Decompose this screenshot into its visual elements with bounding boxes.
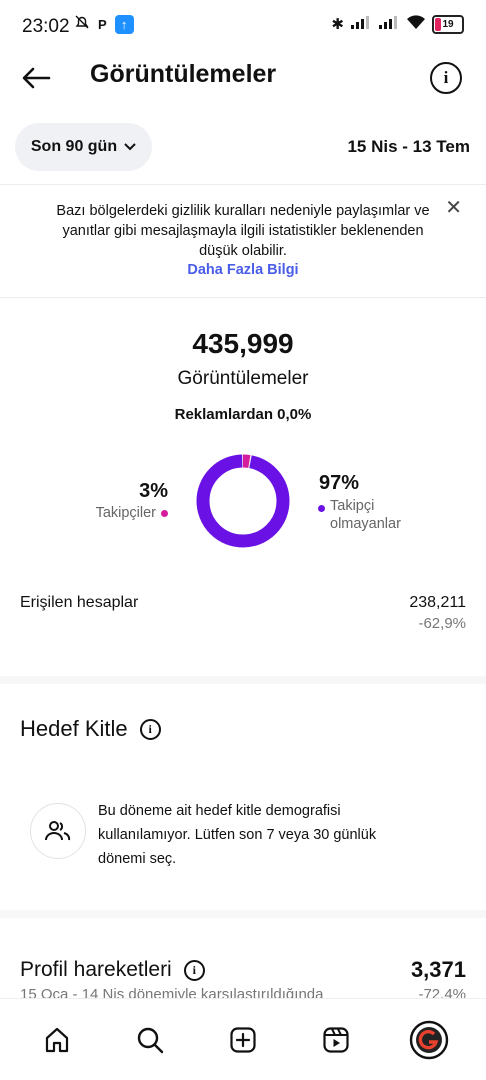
battery-text: 19 <box>442 18 454 30</box>
nav-reels[interactable] <box>312 1016 360 1064</box>
non-followers-percent: 97% <box>319 472 360 494</box>
nav-home[interactable] <box>33 1016 81 1064</box>
status-bar: 23:02 P ↑ ✱ 19 <box>0 0 486 56</box>
non-followers-dot <box>318 505 325 512</box>
bell-off-icon <box>74 14 90 35</box>
status-system-icons: ✱ 19 <box>331 14 464 34</box>
battery-level <box>435 17 441 31</box>
info-button[interactable]: i <box>430 62 462 94</box>
bluetooth-icon: ✱ <box>331 16 344 33</box>
section-divider <box>0 676 486 684</box>
range-label: Son 90 gün <box>30 138 118 155</box>
followers-dot <box>161 509 168 517</box>
section-divider <box>0 910 486 918</box>
ads-percentage: Reklamlardan 0,0% <box>174 406 312 423</box>
battery-icon: 19 <box>432 14 464 34</box>
people-icon <box>30 803 86 859</box>
followers-label: Takipçiler <box>95 505 156 521</box>
nav-profile[interactable] <box>405 1016 453 1064</box>
profile-icon <box>410 1020 449 1059</box>
search-icon <box>137 1027 163 1053</box>
profile-activity-value: 3,371 <box>410 957 466 982</box>
create-icon <box>230 1026 256 1053</box>
donut-segment-non-followers <box>196 454 290 548</box>
total-views-value: 435,999 <box>192 328 294 359</box>
back-button[interactable] <box>14 56 58 100</box>
chevron-down-icon <box>124 143 136 151</box>
profile-activity-title: Profil hareketleri <box>20 958 172 981</box>
total-views-label: Görüntülemeler <box>177 368 309 389</box>
status-notification-icons: P ↑ <box>74 14 134 35</box>
notice-text: Bazı bölgelerdeki gizlilik kuralları ned… <box>56 203 430 259</box>
privacy-notice: Bazı bölgelerdeki gizlilik kuralları ned… <box>0 184 486 298</box>
info-icon[interactable]: i <box>139 718 161 740</box>
date-range-dropdown[interactable]: Son 90 gün <box>15 123 152 171</box>
followers-percent: 3% <box>139 480 168 502</box>
home-icon <box>45 1027 68 1052</box>
donut-segment-followers <box>196 454 290 548</box>
reach-change: -62,9% <box>418 615 466 632</box>
bottom-navigation <box>0 998 486 1080</box>
date-range-text: 15 Nis - 13 Tem <box>347 137 470 156</box>
wifi-icon <box>406 14 426 34</box>
followers-legend: Takipçiler <box>96 505 168 521</box>
signal-2-icon <box>378 15 400 33</box>
upload-app-icon: ↑ <box>114 15 134 34</box>
info-icon[interactable]: i <box>183 959 205 981</box>
info-icon: i <box>443 68 449 87</box>
status-time: 23:02 <box>22 16 70 37</box>
audience-message: Bu döneme ait hedef kitle demografisi ku… <box>98 803 377 867</box>
profile-activity-title-row[interactable]: Profil hareketleri i <box>20 958 205 982</box>
nav-create[interactable] <box>219 1016 267 1064</box>
reels-icon <box>323 1026 349 1053</box>
audience-title-row: Hedef Kitle i <box>20 716 161 742</box>
close-icon[interactable]: ✕ <box>445 197 462 219</box>
audience-title: Hedef Kitle <box>20 716 128 741</box>
views-donut-chart <box>196 454 290 548</box>
nav-search[interactable] <box>126 1016 174 1064</box>
non-followers-label: Takipçi olmayanlar <box>330 498 401 532</box>
non-followers-legend: Takipçi olmayanlar <box>318 497 410 533</box>
reach-label: Erişilen hesaplar <box>20 594 139 611</box>
arrow-left-icon <box>22 67 51 89</box>
learn-more-link[interactable]: Daha Fazla Bilgi <box>187 262 299 278</box>
parking-icon: P <box>98 17 107 32</box>
signal-icon <box>350 15 372 33</box>
page-title: Görüntülemeler <box>90 60 277 88</box>
reach-value: 238,211 <box>409 594 466 611</box>
